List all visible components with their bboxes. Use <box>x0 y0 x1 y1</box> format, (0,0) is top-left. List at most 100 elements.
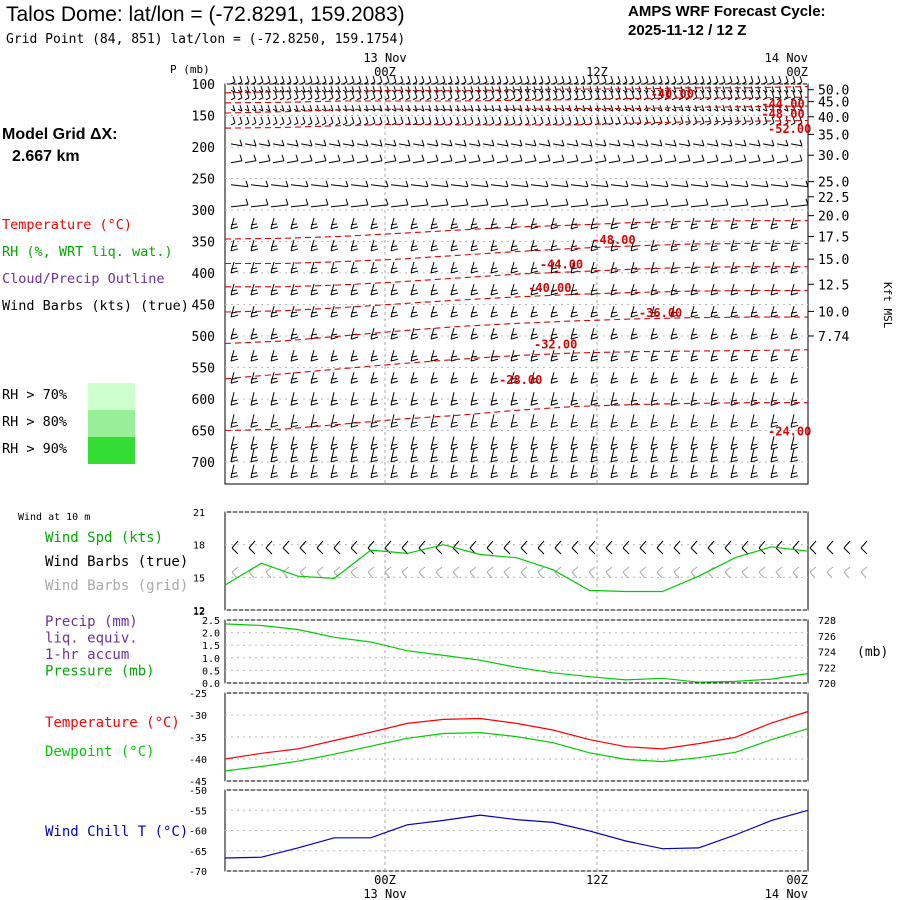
surface-wind-barb-true <box>826 540 834 555</box>
upper-wind-barb <box>685 75 691 85</box>
upper-wind-barb <box>610 372 619 384</box>
upper-wind-barb <box>470 283 479 296</box>
upper-wind-barb <box>706 105 712 112</box>
upper-wind-barb <box>258 105 264 112</box>
upper-wind-barb <box>610 448 619 463</box>
upper-wind-barb <box>450 261 459 274</box>
upper-wind-barb <box>587 86 593 93</box>
upper-wind-barb <box>710 414 719 428</box>
upper-wind-barb <box>750 464 759 479</box>
upper-wind-barb <box>797 116 803 126</box>
upper-wind-barb <box>590 350 599 362</box>
surface-wind-barb-true <box>792 540 800 555</box>
kft-tick-label: 22.5 <box>818 191 849 206</box>
upper-wind-barb <box>496 86 502 93</box>
upper-wind-barb <box>538 91 544 101</box>
upper-wind-barb <box>573 91 579 101</box>
upper-wind-barb <box>710 305 719 318</box>
upper-wind-barb <box>370 392 379 406</box>
upper-wind-barb <box>489 105 495 112</box>
upper-wind-barb <box>490 436 499 450</box>
upper-wind-barb <box>530 198 549 208</box>
upper-wind-barb <box>692 154 705 164</box>
wind-tick-label: 18 <box>193 541 205 552</box>
upper-wind-barb <box>730 327 739 340</box>
upper-wind-barb <box>270 261 279 274</box>
upper-wind-barb <box>720 91 726 101</box>
upper-wind-barb <box>650 436 659 450</box>
upper-wind-barb <box>230 180 249 188</box>
bottom-date-label: 14 Nov <box>765 887 808 900</box>
upper-wind-barb <box>734 116 740 126</box>
upper-wind-barb <box>335 116 341 126</box>
upper-wind-barb <box>706 75 712 85</box>
temperature-contour-label: -48.00 <box>761 107 804 121</box>
upper-wind-barb <box>430 350 439 362</box>
upper-wind-barb <box>475 86 481 93</box>
upper-wind-barb <box>470 350 479 362</box>
upper-wind-barb <box>706 91 712 101</box>
upper-wind-barb <box>330 414 339 428</box>
upper-wind-barb <box>615 75 621 85</box>
upper-wind-barb <box>237 75 243 85</box>
upper-wind-barb <box>490 372 499 384</box>
upper-wind-barb <box>440 75 446 85</box>
upper-wind-barb <box>370 154 383 164</box>
upper-wind-barb <box>384 91 390 101</box>
temperature-line <box>224 710 809 760</box>
upper-wind-barb <box>517 86 523 93</box>
upper-wind-barb <box>230 448 239 463</box>
pressure-tick-label: 300 <box>192 204 215 219</box>
upper-wind-barb <box>390 436 399 450</box>
pressure-unit-label: (mb) <box>857 645 888 660</box>
upper-wind-barb <box>610 198 629 208</box>
surface-wind-barb-grid <box>503 566 511 579</box>
upper-wind-barb <box>650 105 656 112</box>
upper-wind-barb <box>630 327 639 340</box>
upper-wind-barb <box>244 86 250 93</box>
upper-wind-barb <box>433 116 439 126</box>
upper-wind-barb <box>384 139 397 147</box>
upper-wind-barb <box>250 392 259 406</box>
upper-wind-barb <box>350 180 369 188</box>
upper-wind-barb <box>300 86 306 93</box>
upper-wind-barb <box>433 91 439 101</box>
upper-wind-barb <box>730 217 739 230</box>
upper-wind-barb <box>706 154 719 164</box>
upper-wind-barb <box>258 91 264 101</box>
upper-wind-barb <box>419 105 425 112</box>
upper-wind-barb <box>270 414 279 428</box>
upper-wind-barb <box>314 139 327 147</box>
upper-wind-barb <box>580 105 586 112</box>
upper-wind-barb <box>330 198 349 208</box>
upper-wind-barb <box>610 305 619 318</box>
upper-wind-barb <box>350 327 359 340</box>
upper-wind-barb <box>670 350 679 362</box>
legend-rh90-label: RH > 90% <box>2 441 68 457</box>
upper-wind-barb <box>730 198 749 208</box>
wind-speed-line <box>224 544 809 593</box>
upper-wind-barb <box>356 75 362 85</box>
upper-wind-barb <box>430 448 439 463</box>
upper-wind-barb <box>670 198 689 208</box>
temperature-contour-label: -40.00 <box>651 87 694 101</box>
upper-wind-barb <box>510 350 519 362</box>
upper-wind-barb <box>440 105 446 112</box>
upper-wind-barb <box>741 105 747 112</box>
upper-wind-barb <box>370 350 379 362</box>
upper-wind-barb <box>690 414 699 428</box>
surface-wind-barb-grid <box>231 566 239 579</box>
surface-wind-barb-grid <box>469 566 477 579</box>
upper-wind-barb <box>790 327 799 340</box>
upper-wind-barb <box>430 305 439 318</box>
upper-wind-barb <box>573 116 579 126</box>
upper-wind-barb <box>690 305 699 318</box>
upper-wind-barb <box>622 154 635 164</box>
windchill-tick-label: -50 <box>189 786 207 797</box>
upper-wind-barb <box>710 217 719 230</box>
upper-wind-barb <box>530 372 539 384</box>
upper-wind-barb <box>342 116 348 126</box>
upper-wind-barb <box>608 86 614 93</box>
upper-wind-barb <box>570 464 579 479</box>
upper-wind-barb <box>349 75 355 85</box>
